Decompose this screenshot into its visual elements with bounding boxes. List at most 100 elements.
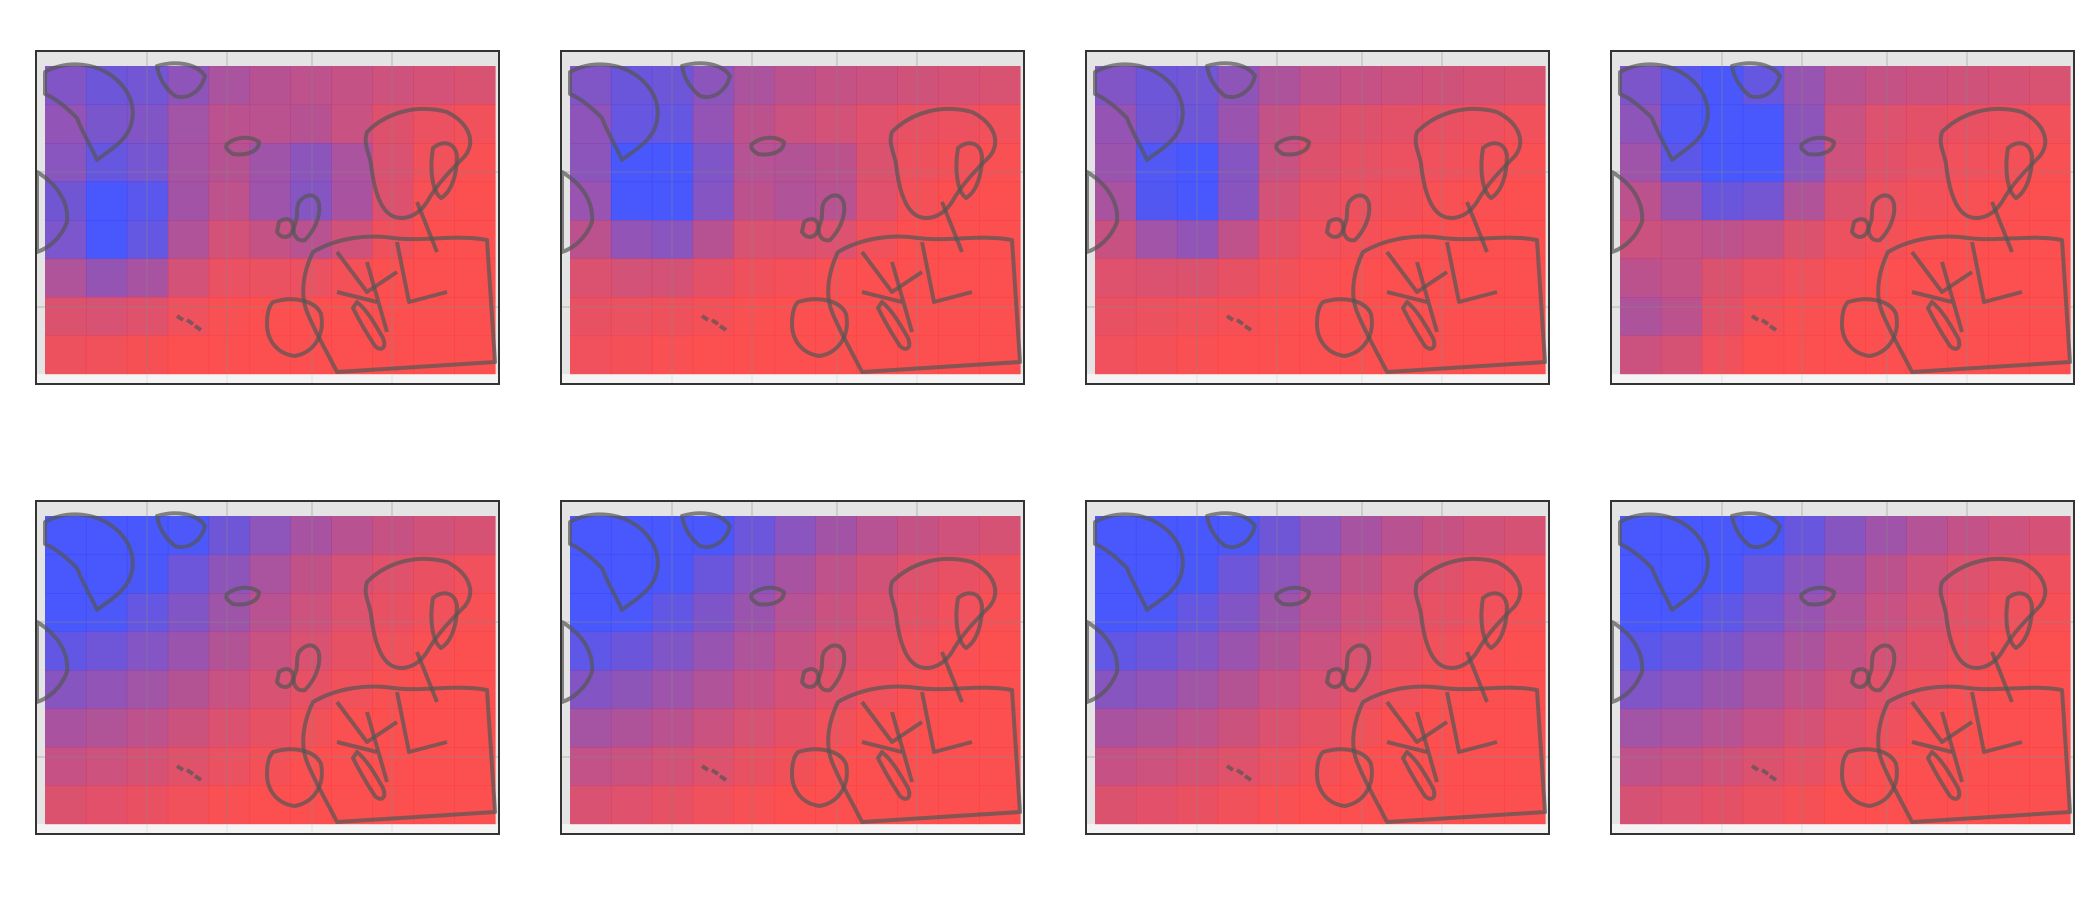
field-cell bbox=[413, 708, 455, 748]
coastline-scand bbox=[363, 557, 473, 670]
coastline-iceland bbox=[749, 585, 786, 607]
border-line bbox=[395, 241, 448, 304]
border-line bbox=[336, 740, 378, 754]
field-cell bbox=[692, 670, 735, 710]
field-cell bbox=[1783, 66, 1826, 106]
field-cell bbox=[45, 708, 87, 748]
field-cell bbox=[1824, 554, 1867, 594]
coastline-italy bbox=[351, 300, 387, 351]
field-cell bbox=[1299, 708, 1342, 748]
coastline-azores bbox=[700, 764, 728, 782]
graticule bbox=[1087, 502, 1548, 833]
field-cell bbox=[610, 297, 653, 337]
field-cell bbox=[1660, 104, 1703, 144]
field-cell bbox=[651, 258, 694, 298]
border-line bbox=[336, 290, 378, 304]
field-cell bbox=[856, 66, 898, 106]
field-cell bbox=[1783, 516, 1826, 556]
field-cell bbox=[454, 631, 496, 671]
field-cell bbox=[856, 516, 898, 556]
field-cell bbox=[774, 220, 817, 260]
field-cell bbox=[1135, 631, 1178, 671]
coastline-finland bbox=[429, 591, 459, 650]
coastline-azores bbox=[175, 314, 203, 332]
coastline-europe bbox=[1351, 684, 1547, 824]
field-cell bbox=[1701, 220, 1744, 260]
field-cell bbox=[1176, 335, 1219, 375]
border-line bbox=[365, 261, 389, 333]
field-cell bbox=[331, 516, 373, 556]
field-cell bbox=[249, 66, 292, 106]
field-cell bbox=[938, 297, 980, 337]
field-cell bbox=[1865, 258, 1907, 298]
coastline-greenlandE bbox=[1730, 61, 1782, 99]
coastline-finland bbox=[2004, 141, 2034, 200]
coastline-greenlandE bbox=[1205, 61, 1257, 99]
field-cell bbox=[1906, 785, 1948, 825]
field-cell bbox=[1217, 631, 1260, 671]
field-cell bbox=[610, 631, 653, 671]
coastline-azores bbox=[1225, 764, 1253, 782]
field-cell bbox=[1988, 708, 2030, 748]
field-cell bbox=[167, 631, 210, 671]
field-cell bbox=[570, 143, 612, 183]
field-cell bbox=[1504, 104, 1546, 144]
coastline-ireland bbox=[275, 667, 296, 689]
field-cell bbox=[1865, 66, 1907, 106]
field-cell bbox=[774, 516, 817, 556]
field-cell bbox=[45, 785, 87, 825]
field-cell bbox=[1504, 747, 1546, 787]
field-cell bbox=[85, 297, 128, 337]
field-cell bbox=[249, 670, 292, 710]
field-cell bbox=[1824, 181, 1867, 221]
field-cell bbox=[1095, 708, 1137, 748]
field-cell bbox=[1701, 593, 1744, 633]
field-cells bbox=[45, 516, 496, 825]
border-line bbox=[415, 651, 439, 703]
field-cell bbox=[651, 297, 694, 337]
coastline-ireland bbox=[800, 667, 821, 689]
field-cell bbox=[85, 181, 128, 221]
coastline-italy bbox=[876, 750, 912, 801]
field-cell bbox=[651, 220, 694, 260]
field-cell bbox=[1463, 747, 1505, 787]
field-cell bbox=[856, 631, 898, 671]
field-cell bbox=[1095, 747, 1137, 787]
border-line bbox=[1910, 700, 1974, 744]
field-cell bbox=[1742, 593, 1785, 633]
field-cell bbox=[651, 593, 694, 633]
field-cell bbox=[1660, 554, 1703, 594]
field-cell bbox=[454, 104, 496, 144]
field-cell bbox=[1463, 66, 1505, 106]
field-cell bbox=[1217, 258, 1260, 298]
field-cell bbox=[126, 708, 169, 748]
field-cell bbox=[45, 335, 87, 375]
border-line bbox=[1970, 241, 2023, 304]
field-cell bbox=[1947, 516, 1989, 556]
field-cell bbox=[249, 516, 292, 556]
field-cell bbox=[1742, 670, 1785, 710]
field-cell bbox=[1742, 143, 1785, 183]
field-cell bbox=[610, 335, 653, 375]
field-cell bbox=[1906, 335, 1948, 375]
field-cell bbox=[1217, 670, 1260, 710]
field-cell bbox=[167, 593, 210, 633]
field-cell bbox=[651, 631, 694, 671]
field-cell bbox=[1258, 631, 1301, 671]
field-cell bbox=[1504, 785, 1546, 825]
field-cell bbox=[126, 143, 169, 183]
field-cell bbox=[815, 258, 857, 298]
coastline-iberia bbox=[1840, 297, 1899, 358]
coastline-azores bbox=[175, 764, 203, 782]
field-cell bbox=[815, 143, 857, 183]
field-cell bbox=[45, 593, 87, 633]
graticule bbox=[562, 502, 1023, 833]
field-cell bbox=[1217, 143, 1260, 183]
field-cell bbox=[1176, 516, 1219, 556]
coastline-iceland bbox=[1274, 135, 1311, 157]
field-cell bbox=[1783, 631, 1826, 671]
field-cell bbox=[897, 143, 939, 183]
field-cell bbox=[938, 66, 980, 106]
field-cell bbox=[1135, 670, 1178, 710]
field-cell bbox=[1217, 708, 1260, 748]
